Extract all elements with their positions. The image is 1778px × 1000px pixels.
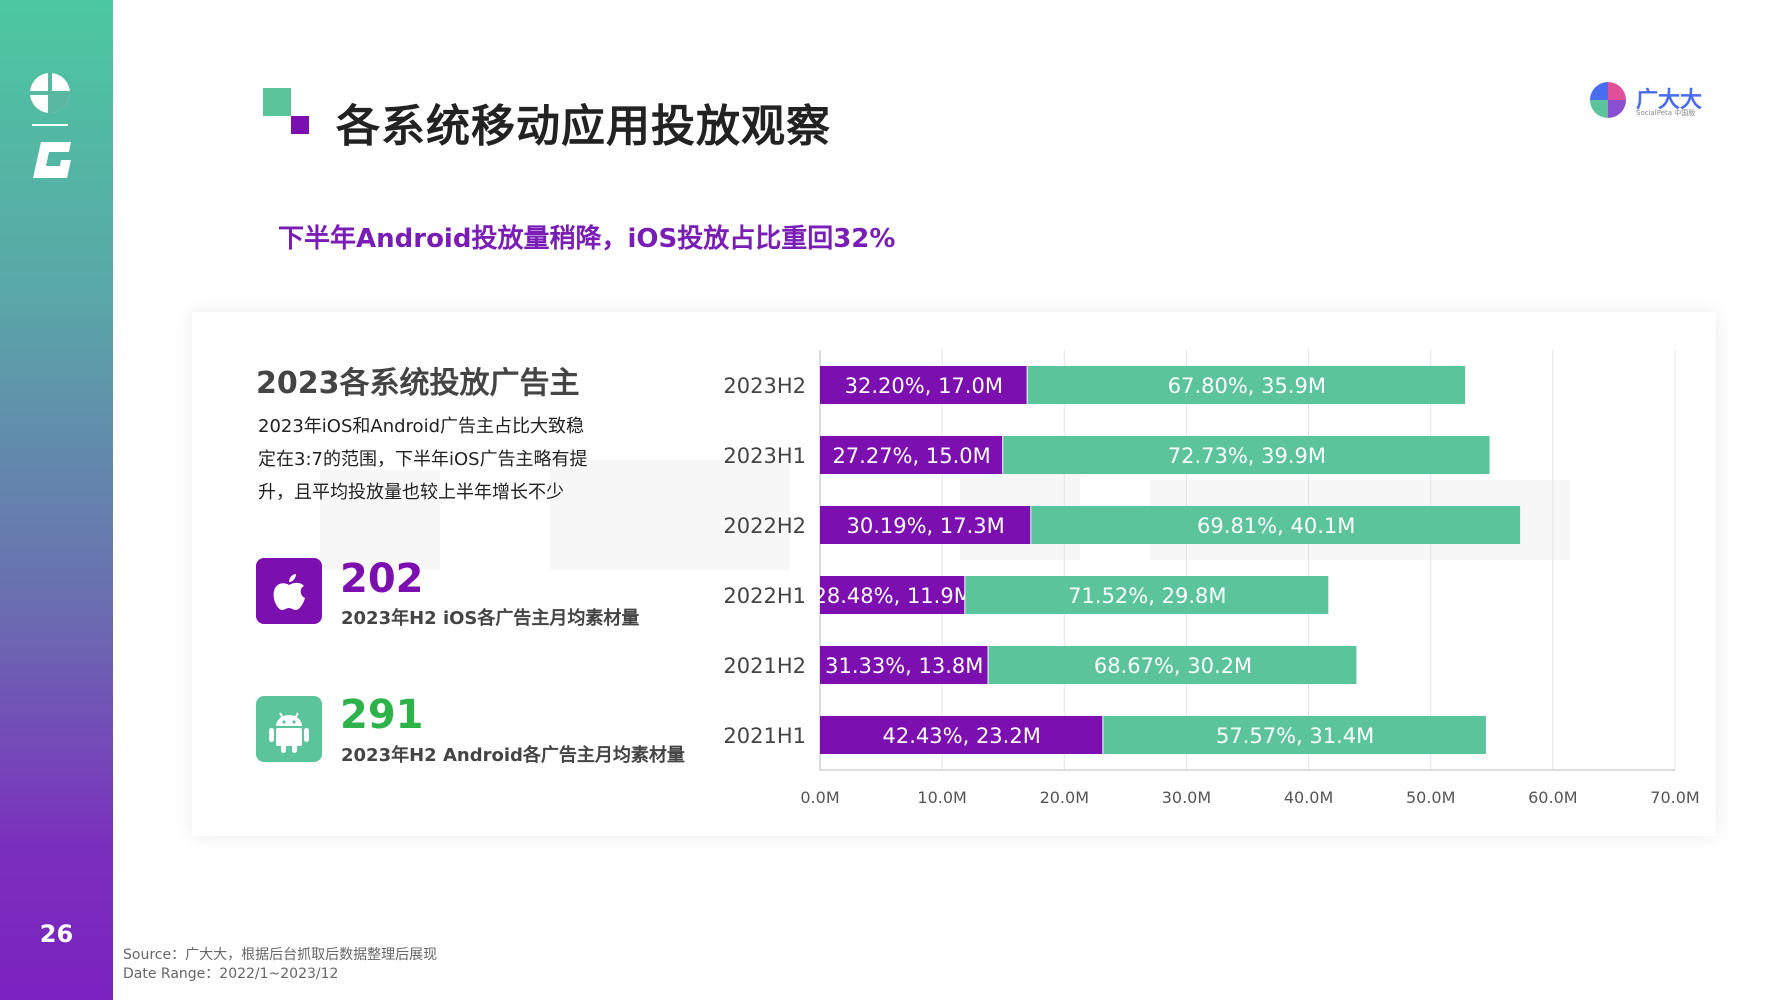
brand-icon xyxy=(1590,82,1626,118)
android-bar xyxy=(1003,436,1490,474)
ios-bar xyxy=(820,506,1031,544)
card-desc-line: 2023年iOS和Android广告主占比大致稳 xyxy=(258,416,584,437)
ios-bar xyxy=(820,646,988,684)
bar-data-label: 42.43%, 23.2M xyxy=(883,724,1041,748)
title-decoration-icon xyxy=(263,88,309,134)
y-category-label: 2023H2 xyxy=(723,374,806,398)
x-tick-label: 20.0M xyxy=(1040,788,1089,807)
y-category-label: 2022H1 xyxy=(723,584,806,608)
bar-data-label: 32.20%, 17.0M xyxy=(845,374,1003,398)
page-title: 各系统移动应用投放观察 xyxy=(336,101,831,152)
y-category-label: 2021H1 xyxy=(723,724,806,748)
x-tick-label: 50.0M xyxy=(1406,788,1455,807)
bar-data-label: 72.73%, 39.9M xyxy=(1168,444,1326,468)
ios-bar xyxy=(820,436,1003,474)
ios-bar xyxy=(820,716,1103,754)
y-category-label: 2022H2 xyxy=(723,514,806,538)
brand-subtitle: SocialPeta 中国版 xyxy=(1636,109,1696,117)
x-tick-label: 30.0M xyxy=(1162,788,1211,807)
android-bar xyxy=(1031,506,1521,544)
card-desc-line: 定在3:7的范围，下半年iOS广告主略有提 xyxy=(258,449,588,470)
ios-stat-badge xyxy=(256,558,322,624)
apple-icon xyxy=(273,574,305,610)
android-bar xyxy=(988,646,1357,684)
bar-data-label: 68.67%, 30.2M xyxy=(1094,654,1252,678)
android-stat-label: 2023年H2 Android各广告主月均素材量 xyxy=(341,745,685,766)
bar-data-label: 30.19%, 17.3M xyxy=(846,514,1004,538)
android-stat-badge xyxy=(256,696,322,762)
bar-data-label: 31.33%, 13.8M xyxy=(825,654,983,678)
x-tick-label: 70.0M xyxy=(1650,788,1699,807)
ios-bar xyxy=(820,366,1027,404)
bar-data-label: 71.52%, 29.8M xyxy=(1068,584,1226,608)
bar-data-label: 28.48%, 11.9M xyxy=(814,584,972,608)
bar-data-label: 69.81%, 40.1M xyxy=(1197,514,1355,538)
android-stat-value: 291 xyxy=(340,692,424,738)
page-subtitle: 下半年Android投放量稍降，iOS投放占比重回32% xyxy=(278,224,896,254)
android-bar xyxy=(1103,716,1486,754)
x-tick-label: 40.0M xyxy=(1284,788,1333,807)
sidebar: 26 xyxy=(0,0,113,1000)
card-title: 2023各系统投放广告主 xyxy=(256,366,580,401)
brand-name: 广大大 xyxy=(1636,88,1703,113)
android-icon xyxy=(269,712,309,753)
stacked-bar-chart: 0.0M 10.0M 20.0M 30.0M 40.0M 50.0M 60.0M 70.0M 2… xyxy=(723,350,1700,807)
page-number: 26 xyxy=(39,920,74,948)
x-tick-label: 0.0M xyxy=(800,788,839,807)
ios-stat-value: 202 xyxy=(340,556,424,602)
logo-icon xyxy=(29,72,71,178)
source-note: Source：广大大，根据后台抓取后数据整理后展现 Date Range：202… xyxy=(123,946,437,984)
bar-data-label: 57.57%, 31.4M xyxy=(1216,724,1374,748)
ios-bar xyxy=(820,576,965,614)
x-tick-label: 10.0M xyxy=(917,788,966,807)
source-line: Source：广大大，根据后台抓取后数据整理后展现 xyxy=(123,947,438,963)
android-bar xyxy=(1027,366,1466,404)
date-range-line: Date Range：2022/1~2023/12 xyxy=(123,966,339,982)
y-category-label: 2021H2 xyxy=(723,654,806,678)
card-description: 2023年iOS和Android广告主占比大致稳 定在3:7的范围，下半年iOS… xyxy=(258,410,598,509)
android-bar xyxy=(965,576,1329,614)
bar-data-label: 67.80%, 35.9M xyxy=(1168,374,1326,398)
card-desc-line: 升，且平均投放量也较上半年增长不少 xyxy=(258,482,564,503)
y-category-label: 2023H1 xyxy=(723,444,806,468)
ios-stat-label: 2023年H2 iOS各广告主月均素材量 xyxy=(341,608,640,629)
bar-data-label: 27.27%, 15.0M xyxy=(832,444,990,468)
brand-logo: 广大大 SocialPeta 中国版 xyxy=(1588,80,1708,124)
x-tick-label: 60.0M xyxy=(1528,788,1577,807)
